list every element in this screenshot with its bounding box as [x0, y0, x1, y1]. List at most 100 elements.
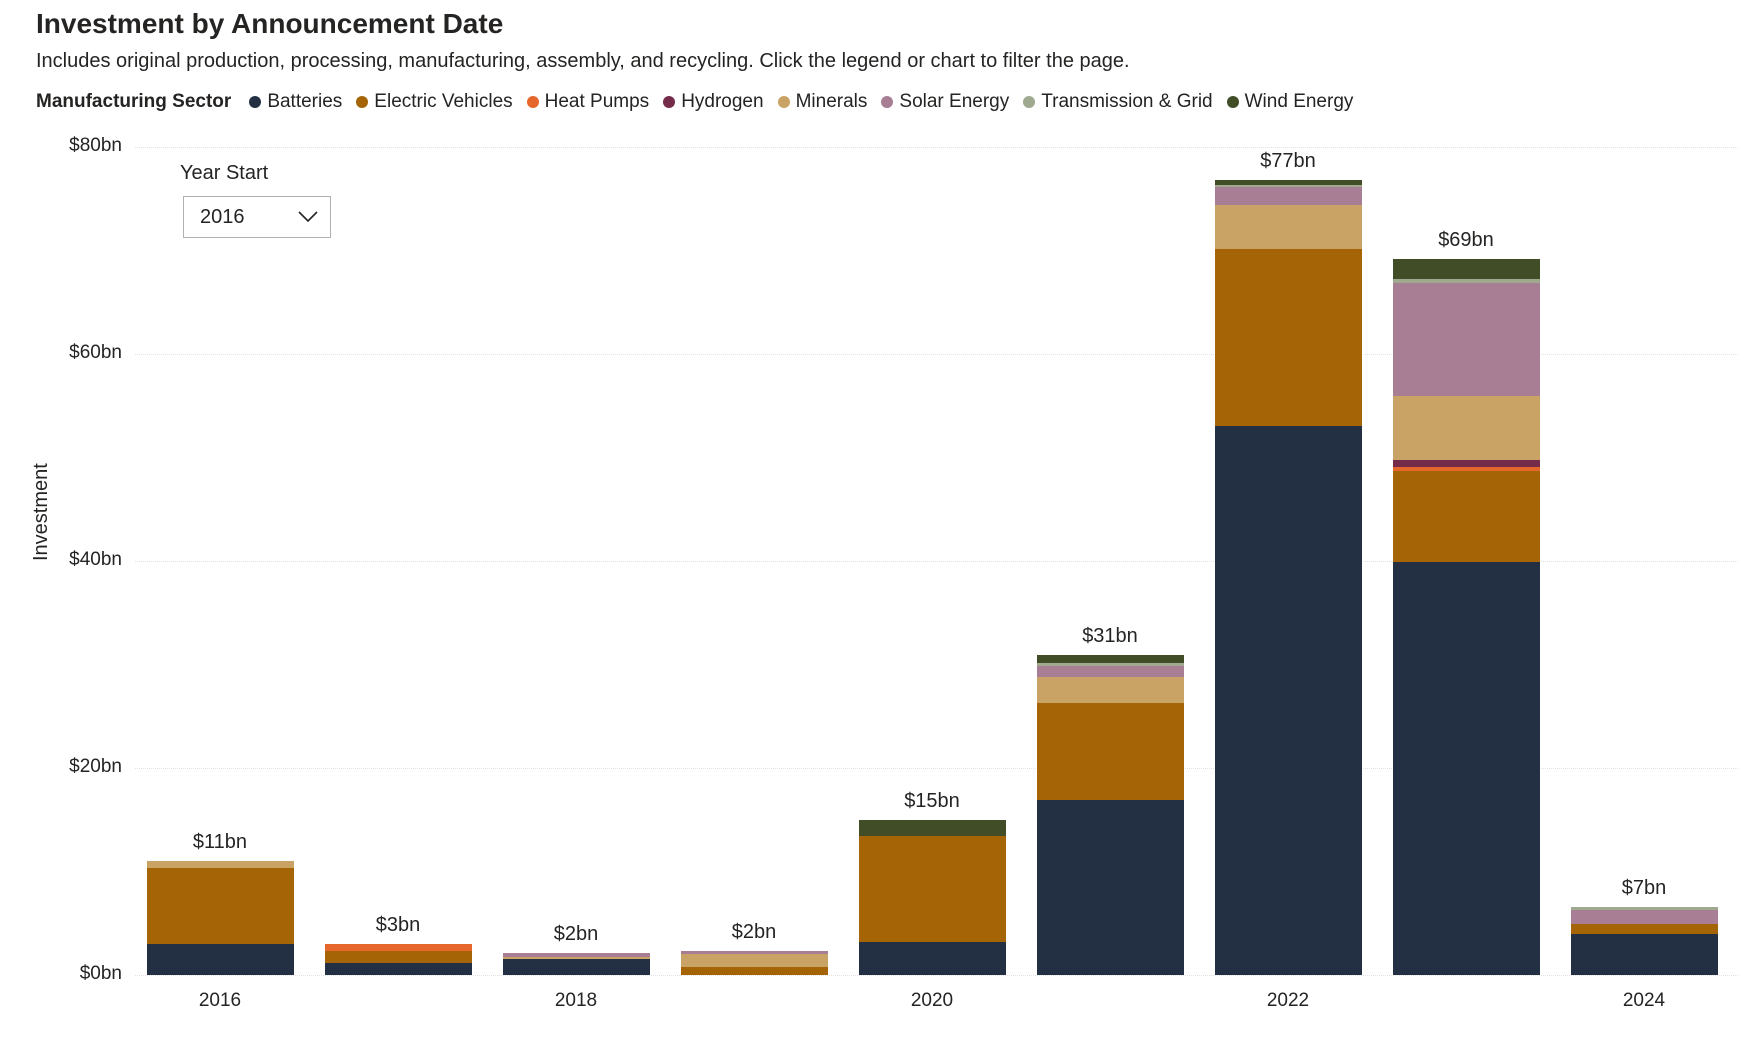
bar-segment-2016-batteries[interactable]: [146, 943, 294, 975]
legend-item-minerals[interactable]: Minerals: [777, 91, 868, 113]
bar-segment-2020-batteries[interactable]: [858, 941, 1006, 975]
legend-title: Manufacturing Sector: [36, 91, 232, 112]
bar-total-label-2024: $7bn: [1621, 876, 1667, 899]
x-tick-label-2018: 2018: [554, 990, 598, 1011]
legend-color-dot: [356, 96, 369, 108]
bar-2018[interactable]: [502, 953, 650, 975]
y-tick-label: $20bn: [69, 756, 122, 777]
bar-segment-2022-minerals[interactable]: [1214, 204, 1362, 250]
gridline: [135, 354, 1738, 355]
x-tick-label-2020: 2020: [910, 990, 954, 1011]
legend-item-label: Wind Energy: [1244, 91, 1354, 112]
year-start-value: 2016: [200, 205, 245, 228]
bar-segment-2022-solar-energy[interactable]: [1214, 187, 1362, 205]
chart-title: Investment by Announcement Date: [36, 8, 504, 39]
bar-segment-2023-minerals[interactable]: [1392, 396, 1540, 460]
bar-total-label-2018: $2bn: [553, 923, 599, 946]
legend-item-label: Minerals: [795, 91, 868, 112]
bar-segment-2021-wind-energy[interactable]: [1036, 655, 1184, 664]
legend-color-dot: [1023, 96, 1036, 108]
bar-total-label-2020: $15bn: [904, 789, 960, 812]
bar-segment-2023-heat-pumps[interactable]: [1392, 466, 1540, 471]
bar-segment-2020-wind-energy[interactable]: [858, 819, 1006, 837]
legend-item-label: Solar Energy: [899, 91, 1010, 112]
gridline: [135, 768, 1738, 769]
bar-segment-2023-transmission-grid[interactable]: [1392, 279, 1540, 283]
bar-segment-2023-wind-energy[interactable]: [1392, 258, 1540, 280]
bar-2017[interactable]: [324, 943, 472, 975]
legend-item-wind-energy[interactable]: Wind Energy: [1226, 91, 1354, 113]
legend-color-dot: [777, 96, 790, 108]
bar-segment-2018-minerals[interactable]: [502, 957, 650, 960]
y-tick-label: $80bn: [69, 135, 122, 156]
bar-segment-2023-hydrogen[interactable]: [1392, 459, 1540, 467]
bar-segment-2022-batteries[interactable]: [1214, 426, 1362, 975]
bar-segment-2018-batteries[interactable]: [502, 959, 650, 975]
legend-color-dot: [1226, 96, 1239, 108]
bar-2020[interactable]: [858, 819, 1006, 975]
bar-segment-2019-electric-vehicles[interactable]: [680, 966, 828, 975]
legend-item-hydrogen[interactable]: Hydrogen: [663, 91, 764, 113]
legend-item-label: Transmission & Grid: [1041, 91, 1213, 112]
gridline: [135, 975, 1738, 976]
legend-item-electric-vehicles[interactable]: Electric Vehicles: [356, 91, 513, 113]
legend-item-label: Hydrogen: [681, 91, 764, 112]
gridline: [135, 147, 1738, 148]
bar-2023[interactable]: [1392, 258, 1540, 975]
bar-segment-2016-electric-vehicles[interactable]: [146, 868, 294, 944]
legend-item-transmission-grid[interactable]: Transmission & Grid: [1023, 91, 1213, 113]
gridline: [135, 561, 1738, 562]
bar-segment-2021-batteries[interactable]: [1036, 800, 1184, 975]
bar-segment-2022-electric-vehicles[interactable]: [1214, 249, 1362, 427]
bar-segment-2023-electric-vehicles[interactable]: [1392, 470, 1540, 563]
bar-2021[interactable]: [1036, 655, 1184, 975]
bar-segment-2016-minerals[interactable]: [146, 861, 294, 869]
legend-color-dot: [526, 96, 539, 108]
bar-segment-2020-electric-vehicles[interactable]: [858, 836, 1006, 942]
bar-segment-2019-minerals[interactable]: [680, 954, 828, 967]
bar-segment-2024-electric-vehicles[interactable]: [1570, 924, 1718, 934]
legend-color-dot: [663, 96, 676, 108]
bar-total-label-2017: $3bn: [375, 913, 421, 936]
bar-segment-2024-transmission-grid[interactable]: [1570, 906, 1718, 910]
bar-segment-2019-solar-energy[interactable]: [680, 951, 828, 955]
bar-segment-2022-wind-energy[interactable]: [1214, 180, 1362, 185]
bar-segment-2023-batteries[interactable]: [1392, 562, 1540, 975]
bar-segment-2017-batteries[interactable]: [324, 962, 472, 975]
bar-total-label-2021: $31bn: [1082, 625, 1138, 648]
legend-item-batteries[interactable]: Batteries: [249, 91, 342, 113]
bar-2016[interactable]: [146, 861, 294, 975]
bar-segment-2021-solar-energy[interactable]: [1036, 665, 1184, 677]
bar-segment-2021-minerals[interactable]: [1036, 676, 1184, 703]
x-tick-label-2024: 2024: [1622, 990, 1666, 1011]
x-tick-label-2016: 2016: [198, 990, 242, 1011]
bar-2024[interactable]: [1570, 906, 1718, 975]
y-tick-label: $40bn: [69, 549, 122, 570]
bar-2022[interactable]: [1214, 180, 1362, 975]
bar-segment-2022-transmission-grid[interactable]: [1214, 184, 1362, 188]
chart-subtitle: Includes original production, processing…: [36, 50, 1130, 72]
legend-color-dot: [249, 96, 262, 108]
bar-total-label-2016: $11bn: [192, 831, 248, 854]
bar-segment-2017-heat-pumps[interactable]: [324, 943, 472, 952]
legend: Manufacturing Sector Batteries Electric V…: [36, 91, 1353, 113]
bar-segment-2021-electric-vehicles[interactable]: [1036, 702, 1184, 801]
bar-segment-2018-solar-energy[interactable]: [502, 953, 650, 958]
legend-item-solar-energy[interactable]: Solar Energy: [881, 91, 1009, 113]
y-axis-title: Investment: [30, 463, 52, 561]
bar-segment-2024-solar-energy[interactable]: [1570, 909, 1718, 925]
bar-segment-2017-electric-vehicles[interactable]: [324, 951, 472, 963]
year-start-dropdown[interactable]: 2016: [183, 196, 331, 238]
legend-color-dot: [881, 96, 894, 108]
y-tick-label: $60bn: [69, 342, 122, 363]
bar-segment-2024-batteries[interactable]: [1570, 933, 1718, 975]
bar-total-label-2023: $69bn: [1438, 228, 1494, 251]
bar-segment-2021-transmission-grid[interactable]: [1036, 663, 1184, 666]
year-start-slicer-label: Year Start: [180, 162, 269, 184]
bar-segment-2023-solar-energy[interactable]: [1392, 282, 1540, 397]
bar-2019[interactable]: [680, 951, 828, 975]
legend-item-heat-pumps[interactable]: Heat Pumps: [526, 91, 650, 113]
legend-item-label: Heat Pumps: [544, 91, 650, 112]
chevron-down-icon[interactable]: [298, 211, 318, 223]
